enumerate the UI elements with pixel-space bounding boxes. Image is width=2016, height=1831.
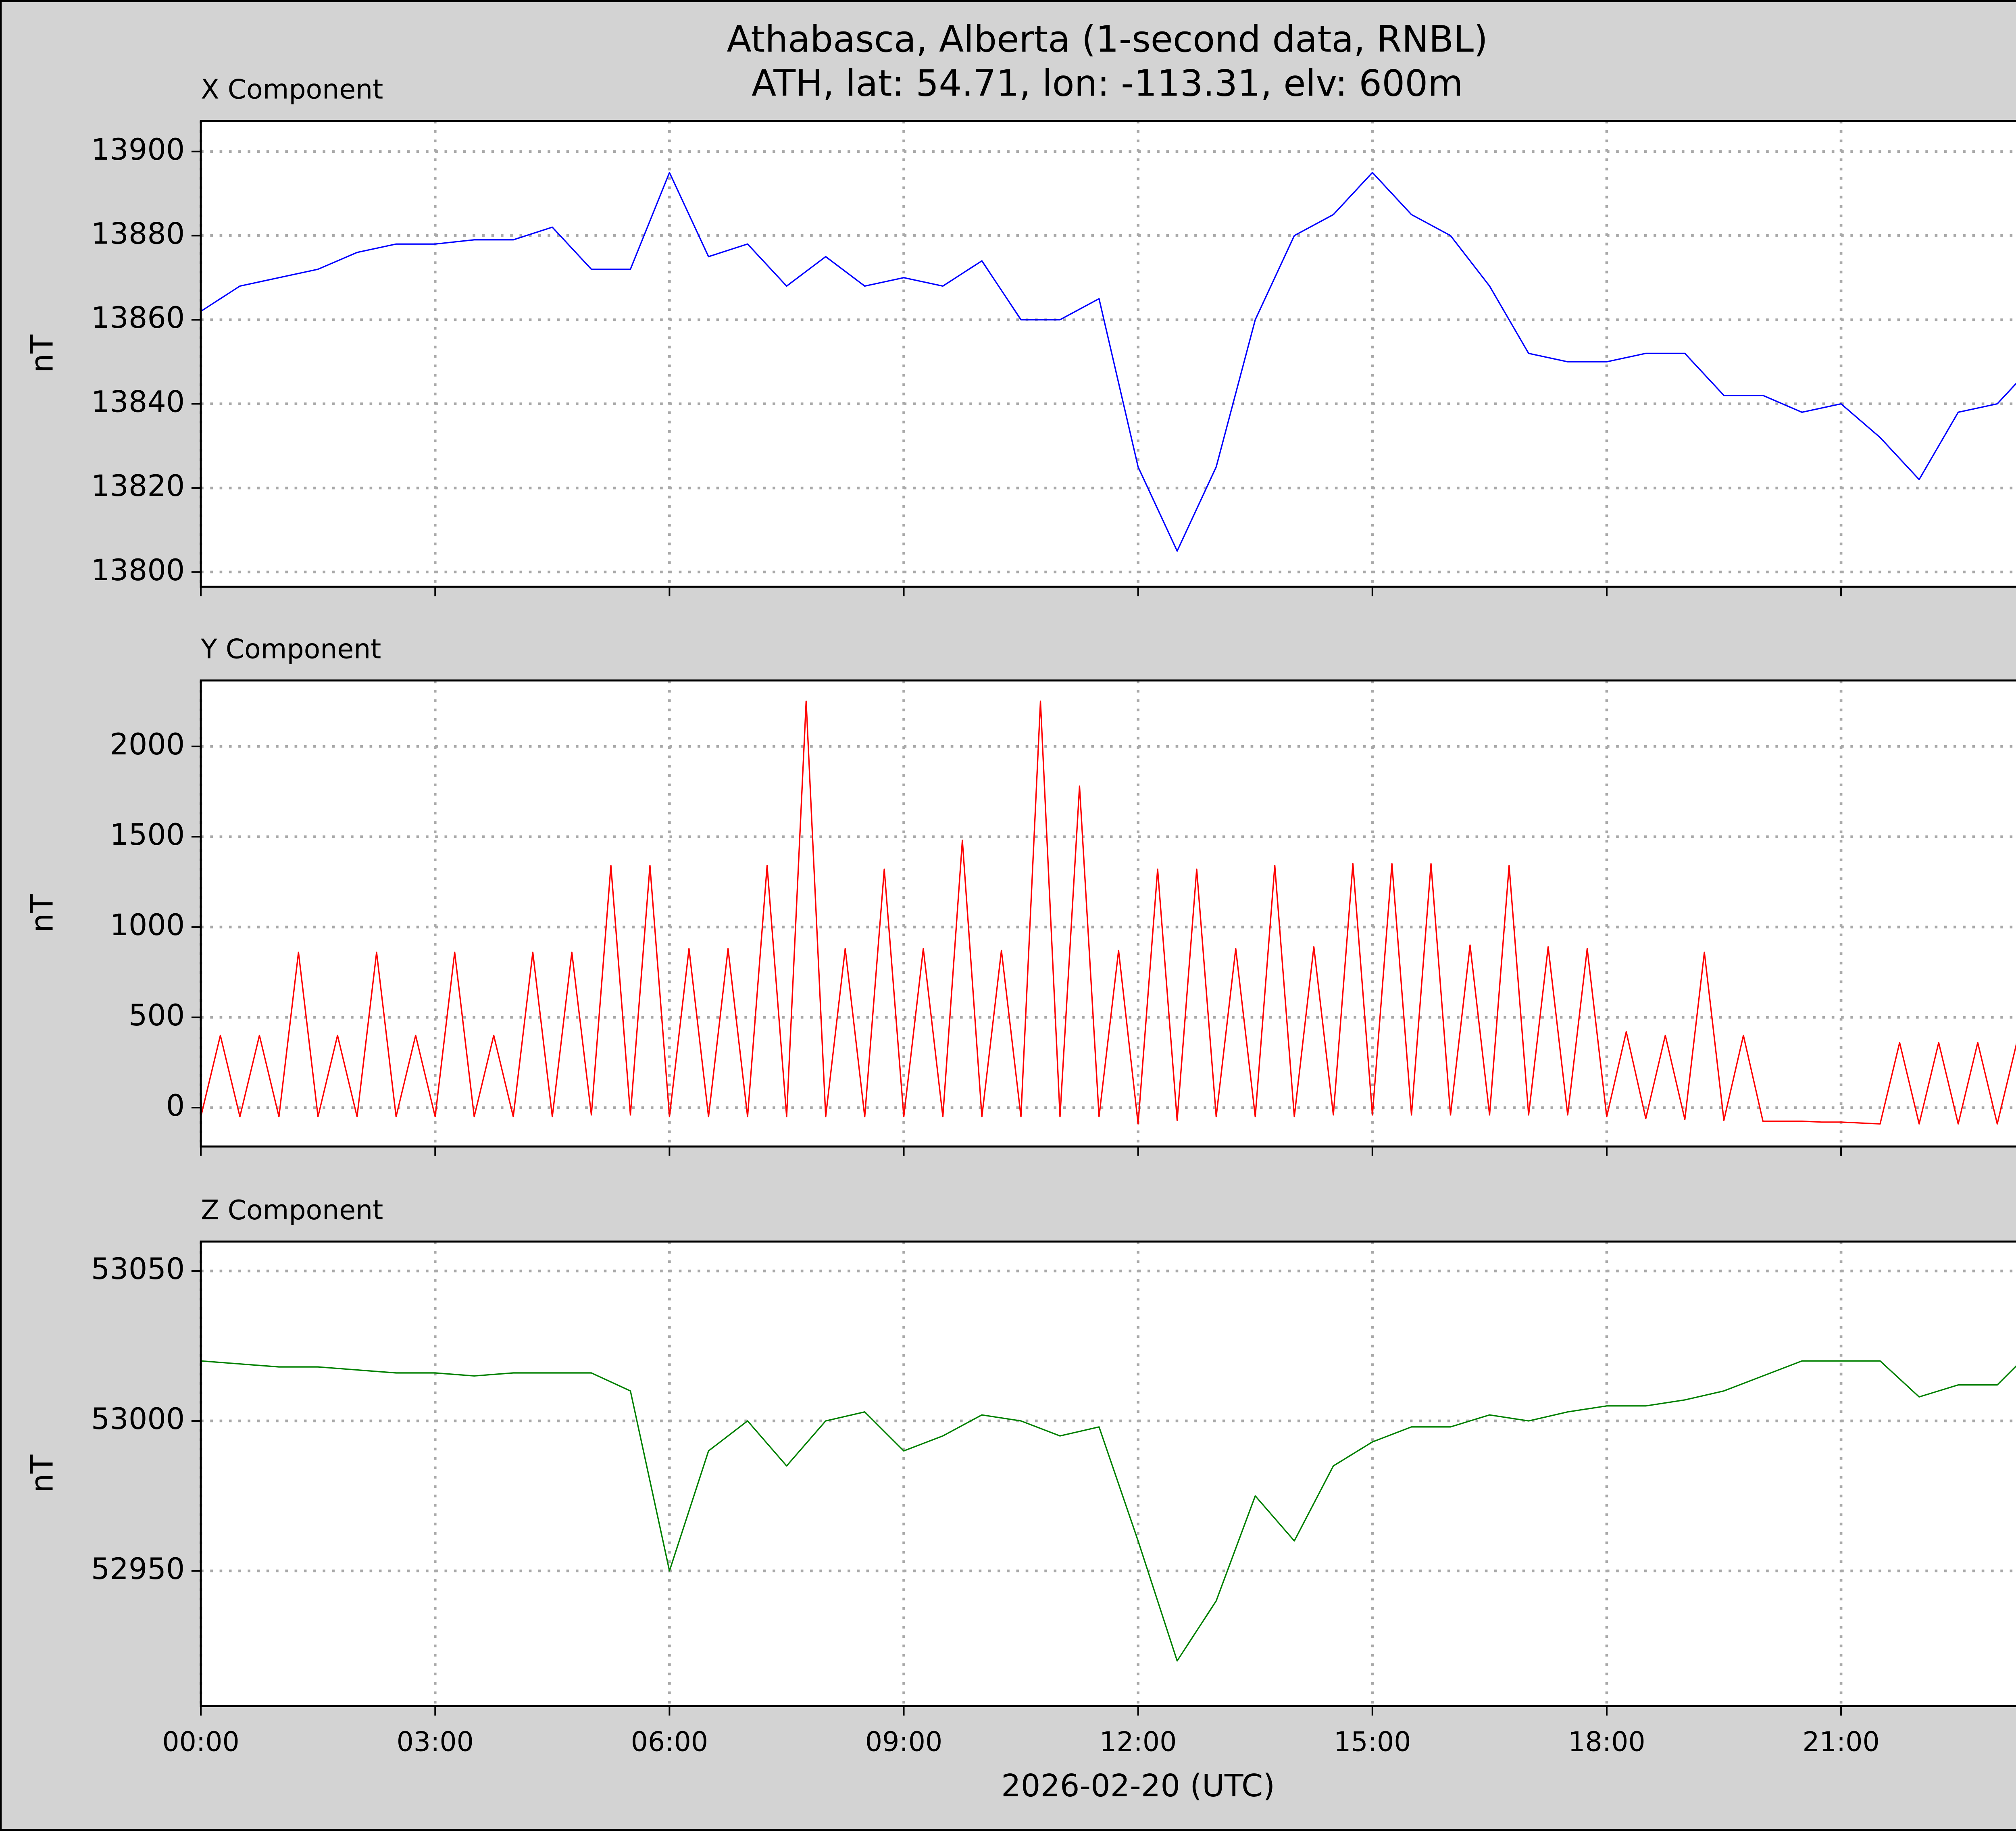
y-tick-label: 52950	[91, 1552, 185, 1586]
plot-area	[201, 680, 2016, 1147]
plot-area	[201, 1241, 2016, 1706]
x-tick-label: 06:00	[631, 1726, 708, 1757]
y-tick-label: 53000	[91, 1402, 185, 1436]
figure-title: Athabasca, Alberta (1-second data, RNBL)	[727, 19, 1488, 60]
data-line	[201, 700, 2016, 1125]
y-tick-label: 13900	[91, 133, 185, 167]
panel-title: Y Component	[200, 633, 381, 665]
plot-frame	[200, 679, 2016, 1148]
x-tick-label: 18:00	[1568, 1726, 1645, 1757]
data-line	[201, 1360, 2016, 1662]
x-tick-label: 09:00	[865, 1726, 942, 1757]
plot-frame	[200, 1240, 2016, 1707]
x-tick-label: 21:00	[1802, 1726, 1879, 1757]
panel-title: X Component	[201, 74, 383, 105]
y-tick-label: 13800	[91, 553, 185, 587]
y-axis-label: nT	[25, 894, 60, 933]
y-axis-label: nT	[25, 1454, 60, 1493]
y-tick-label: 13880	[91, 217, 185, 251]
y-tick-label: 1000	[110, 908, 185, 942]
x-tick-label: 15:00	[1334, 1726, 1411, 1757]
plot-area	[201, 121, 2016, 587]
x-tick-label: 00:00	[162, 1726, 239, 1757]
y-tick-label: 0	[166, 1089, 185, 1123]
figure-subtitle: ATH, lat: 54.71, lon: -113.31, elv: 600m	[752, 63, 1463, 105]
y-tick-label: 13840	[91, 385, 185, 419]
y-tick-label: 53050	[91, 1252, 185, 1286]
y-tick-label: 13820	[91, 469, 185, 503]
y-axis-label: nT	[25, 335, 60, 373]
x-tick-label: 12:00	[1100, 1726, 1177, 1757]
panel-title: Z Component	[201, 1194, 383, 1226]
data-line	[201, 172, 2016, 552]
x-axis-label: 2026-02-20 (UTC)	[1001, 1768, 1275, 1804]
x-tick-label: 03:00	[397, 1726, 474, 1757]
plot-frame	[200, 120, 2016, 588]
y-tick-label: 500	[129, 998, 185, 1033]
y-tick-label: 2000	[110, 727, 185, 762]
y-tick-label: 13860	[91, 301, 185, 335]
y-tick-label: 1500	[110, 818, 185, 852]
